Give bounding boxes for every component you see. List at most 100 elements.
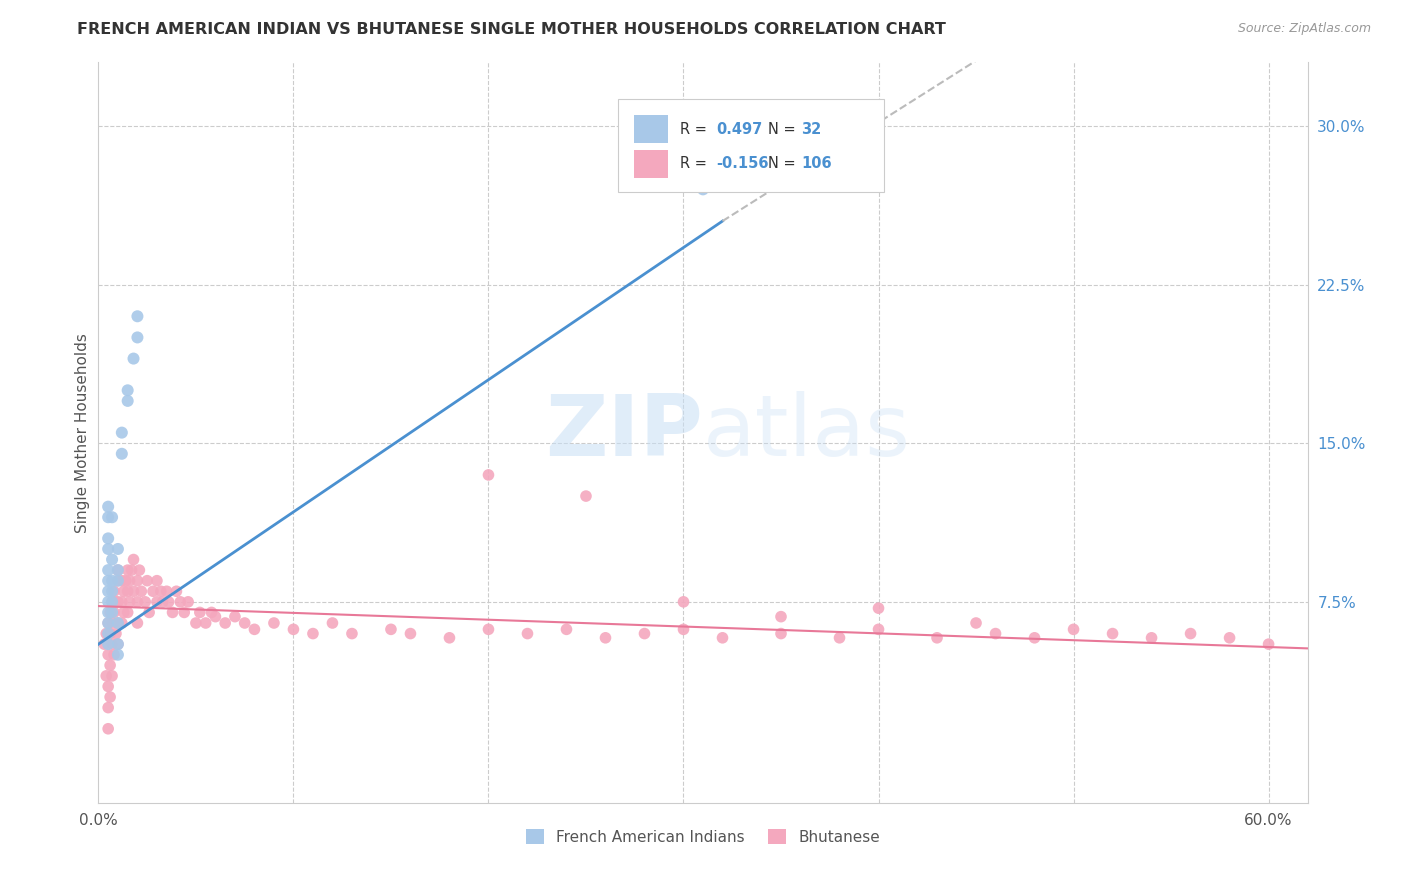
Point [118,574,141,588]
Point [101,606,124,620]
Text: N =: N = [768,156,800,171]
Point [103,606,125,620]
Point [117,384,139,398]
Point [555,623,578,637]
Point [107,541,129,556]
Point [96,626,118,640]
Point [169,595,191,609]
Point [138,606,160,620]
Point [107,615,129,630]
Point [122,351,145,366]
Point [101,595,124,609]
Point [117,393,139,408]
Text: 106: 106 [801,156,831,171]
Point [194,615,217,630]
Point [595,631,617,645]
Point [97,700,120,714]
Point [107,637,129,651]
Point [127,330,149,344]
Point [111,595,134,609]
Point [868,601,890,615]
Point [283,623,305,637]
Point [111,615,134,630]
FancyBboxPatch shape [634,150,668,178]
Point [1257,637,1279,651]
Point [97,648,120,662]
Point [107,637,129,651]
Point [131,584,153,599]
Text: 32: 32 [801,121,821,136]
Point [122,552,145,566]
Point [111,447,134,461]
Point [97,595,120,609]
Point [97,680,120,694]
Point [122,584,145,599]
Point [263,615,285,630]
Point [149,584,172,599]
Point [97,574,120,588]
Point [184,615,207,630]
Point [111,425,134,440]
Point [117,606,139,620]
Text: Source: ZipAtlas.com: Source: ZipAtlas.com [1237,22,1371,36]
Point [127,310,149,324]
Point [162,606,184,620]
Point [128,563,150,577]
Point [101,510,124,524]
Point [243,623,266,637]
Point [117,563,139,577]
Point [97,606,120,620]
Legend: French American Indians, Bhutanese: French American Indians, Bhutanese [520,822,886,851]
Text: atlas: atlas [703,391,911,475]
Point [233,615,256,630]
Point [97,584,120,599]
Point [97,722,120,736]
Point [97,626,120,640]
FancyBboxPatch shape [619,99,884,192]
Point [692,182,714,196]
Point [97,615,120,630]
Point [1063,623,1085,637]
Text: ZIP: ZIP [546,391,703,475]
Point [633,626,655,640]
Point [97,510,120,524]
Point [97,500,120,514]
Point [97,532,120,546]
Point [103,584,125,599]
Point [157,595,180,609]
Text: R =: R = [681,121,711,136]
Point [173,606,195,620]
Point [118,595,141,609]
Text: 0.497: 0.497 [716,121,762,136]
Point [516,626,538,640]
Point [97,637,120,651]
Point [111,574,134,588]
Point [121,563,143,577]
Point [114,574,136,588]
Point [101,574,124,588]
Point [97,541,120,556]
Point [146,595,169,609]
Point [165,584,187,599]
Point [1140,631,1163,645]
Point [107,563,129,577]
Point [103,648,125,662]
Point [98,606,121,620]
Point [321,615,343,630]
Point [146,574,169,588]
Point [142,584,165,599]
Point [96,669,118,683]
Point [214,615,236,630]
Text: FRENCH AMERICAN INDIAN VS BHUTANESE SINGLE MOTHER HOUSEHOLDS CORRELATION CHART: FRENCH AMERICAN INDIAN VS BHUTANESE SING… [77,22,946,37]
Point [101,637,124,651]
Point [1101,626,1123,640]
FancyBboxPatch shape [634,115,668,143]
Point [769,609,792,624]
Point [107,615,129,630]
Point [1024,631,1046,645]
Point [107,563,129,577]
Point [984,626,1007,640]
Text: R =: R = [681,156,711,171]
Point [127,574,149,588]
Point [152,595,174,609]
